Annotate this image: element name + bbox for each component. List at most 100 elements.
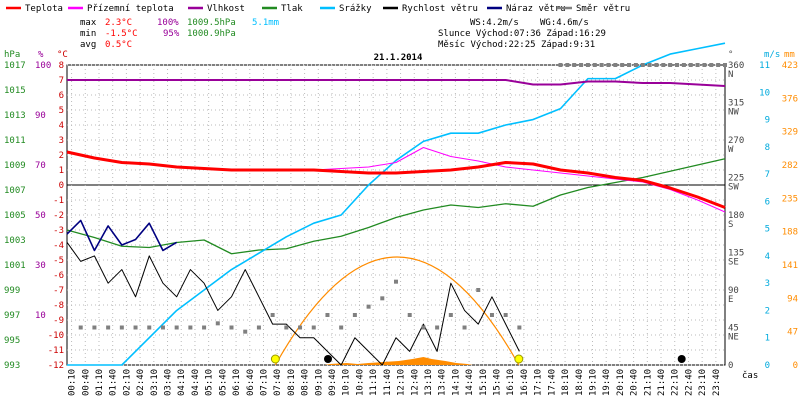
stat-min-label: min: [80, 29, 96, 39]
tick-hpa: 1009: [4, 161, 26, 171]
tick-x: 06:40: [246, 369, 256, 396]
tick-degc: -7: [53, 286, 64, 296]
legend-label: Tlak: [281, 4, 303, 14]
wind-dir-point: [339, 325, 344, 330]
wind-dir-point: [421, 325, 426, 330]
tick-degc: -5: [53, 256, 64, 266]
legend-label: Srážky: [339, 4, 372, 14]
stat-max-label: max: [80, 18, 97, 28]
tick-ms: 0: [765, 361, 770, 371]
wind-dir-point: [585, 63, 590, 67]
wind-dir-point: [620, 63, 625, 67]
tick-degc: -6: [53, 271, 64, 281]
legend-label: Směr větru: [576, 4, 630, 14]
tick-degc: 1: [59, 166, 64, 176]
wind-dir-point: [661, 63, 666, 67]
tick-degc: 5: [59, 106, 64, 116]
wind-dir-point: [133, 325, 138, 330]
tick-pct: 50: [35, 211, 46, 221]
tick-dir: 90: [728, 286, 739, 296]
wind-dir-point: [558, 63, 563, 67]
legend-label: Teplota: [25, 4, 63, 14]
tick-mm: 329: [782, 128, 798, 138]
series-naraz-vetru: [66, 219, 178, 252]
tick-x: 15:40: [493, 369, 503, 396]
tick-x: 05:40: [218, 369, 228, 396]
unit-dir: °: [728, 50, 733, 60]
tick-pct: 100: [35, 61, 51, 71]
wind-dir-point: [640, 63, 645, 67]
wind-dir-point: [668, 63, 673, 67]
tick-x: 16:10: [506, 369, 516, 396]
tick-x: 19:40: [602, 369, 612, 396]
wind-dir-point: [188, 325, 193, 330]
tick-degc: -8: [53, 301, 64, 311]
tick-dir-label: E: [728, 295, 733, 305]
wind-dir-point: [366, 304, 371, 309]
series-rychlost-vetru: [66, 241, 520, 366]
tick-dir: 270: [728, 136, 744, 146]
stat-ws: WS:4.2m/s: [470, 18, 519, 28]
tick-ms: 8: [765, 143, 770, 153]
legend-label: Rychlost větru: [402, 4, 478, 14]
stat-avg-temp: 0.5°C: [105, 40, 132, 50]
tick-x: 13:40: [438, 369, 448, 396]
tick-degc: -3: [53, 226, 64, 236]
unit-x: čas: [742, 370, 758, 381]
tick-degc: -1: [53, 196, 64, 206]
tick-hpa: 999: [4, 286, 20, 296]
tick-hpa: 1011: [4, 136, 26, 146]
wind-dir-point: [394, 279, 398, 284]
wind-dir-point: [256, 325, 261, 330]
stat-rain: 5.1mm: [252, 18, 279, 28]
tick-x: 03:10: [150, 369, 160, 396]
tick-dir: 180: [728, 211, 744, 221]
wind-dir-point: [489, 313, 494, 317]
wind-dir-point: [716, 63, 721, 67]
tick-degc: -10: [48, 331, 64, 341]
wind-dir-point: [325, 313, 330, 317]
wind-dir-point: [572, 63, 577, 67]
tick-ms: 5: [765, 225, 770, 235]
wind-dir-point: [503, 313, 508, 317]
tick-x: 21:10: [643, 369, 653, 396]
tick-x: 00:40: [81, 369, 91, 396]
tick-ms: 1: [765, 334, 770, 344]
stat-sun: Slunce Východ:07:36 Západ:16:29: [438, 29, 606, 39]
tick-hpa: 1007: [4, 186, 26, 196]
tick-hpa: 1017: [4, 61, 26, 71]
wind-dir-point: [78, 325, 83, 330]
tick-x: 19:10: [588, 369, 598, 396]
wind-dir-point: [517, 325, 522, 330]
tick-dir: 45: [728, 324, 739, 334]
tick-x: 04:10: [177, 369, 187, 396]
tick-dir-label: S: [728, 220, 733, 230]
wind-dir-point: [654, 63, 659, 67]
tick-x: 01:10: [95, 369, 105, 396]
wind-dir-point: [606, 63, 611, 67]
tick-mm: 188: [782, 228, 798, 238]
tick-dir-label: N: [728, 70, 733, 80]
wind-dir-point: [688, 63, 693, 67]
stat-min-temp: -1.5°C: [105, 29, 138, 39]
tick-degc: 6: [59, 91, 64, 101]
unit-ms: m/s: [764, 50, 780, 60]
tick-x: 12:40: [410, 369, 420, 396]
tick-pct: 10: [35, 311, 46, 321]
tick-dir: 360: [728, 61, 744, 71]
wind-dir-point: [627, 63, 632, 67]
tick-degc: 3: [59, 136, 64, 146]
wind-dir-point: [119, 325, 124, 330]
wind-dir-point: [352, 313, 357, 317]
tick-mm: 47: [787, 328, 798, 338]
sunset-marker: [514, 354, 524, 364]
tick-dir-label: SE: [728, 258, 739, 268]
tick-dir-label: W: [728, 145, 734, 155]
wind-dir-point: [695, 63, 700, 67]
tick-ms: 11: [759, 61, 770, 71]
tick-dir: 135: [728, 249, 744, 259]
tick-degc: 2: [59, 151, 64, 161]
tick-ms: 9: [765, 116, 770, 126]
tick-degc: -11: [48, 346, 64, 356]
tick-x: 14:40: [465, 369, 475, 396]
